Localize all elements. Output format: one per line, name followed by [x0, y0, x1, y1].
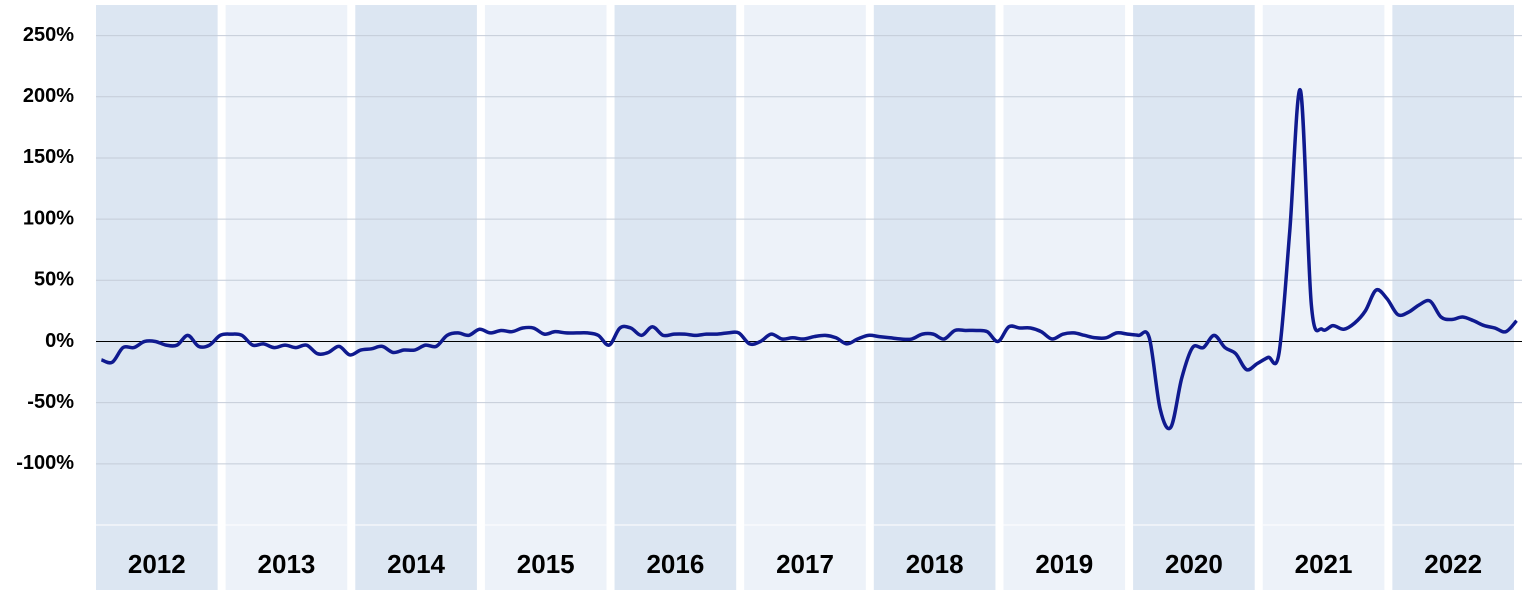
year-band — [1262, 5, 1385, 590]
year-band — [1133, 5, 1255, 590]
x-tick-label: 2018 — [906, 549, 964, 579]
y-tick-label: 50% — [34, 269, 74, 291]
x-tick-label: 2021 — [1295, 549, 1353, 579]
year-band — [96, 5, 218, 590]
x-tick-label: 2019 — [1035, 549, 1093, 579]
y-tick-label: 200% — [23, 85, 74, 107]
y-tick-label: 250% — [23, 24, 74, 46]
x-tick-label: 2020 — [1165, 549, 1223, 579]
y-tick-label: 150% — [23, 146, 74, 168]
y-tick-label: -50% — [27, 391, 74, 413]
year-band — [1003, 5, 1126, 590]
y-tick-label: 0% — [45, 330, 74, 352]
x-tick-label: 2013 — [258, 549, 316, 579]
year-band — [484, 5, 607, 590]
x-tick-label: 2022 — [1424, 549, 1482, 579]
year-band — [744, 5, 866, 590]
data-line — [100, 88, 1518, 431]
year-band — [873, 5, 996, 590]
year-band — [355, 5, 477, 590]
y-tick-label: 100% — [23, 207, 74, 229]
year-band — [225, 5, 348, 590]
year-band — [1392, 5, 1514, 590]
year-band — [614, 5, 737, 590]
x-tick-label: 2016 — [646, 549, 704, 579]
x-tick-label: 2015 — [517, 549, 575, 579]
x-tick-label: 2017 — [776, 549, 834, 579]
x-tick-label: 2014 — [387, 549, 445, 579]
x-tick-label: 2012 — [128, 549, 186, 579]
y-tick-label: -100% — [16, 452, 74, 474]
